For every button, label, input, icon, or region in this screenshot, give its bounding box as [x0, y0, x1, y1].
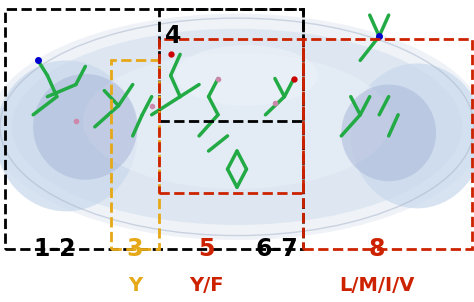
Text: 4: 4: [165, 24, 181, 48]
Ellipse shape: [351, 63, 474, 208]
Bar: [111, 60, 159, 249]
Bar: [5, 9, 303, 249]
Ellipse shape: [0, 60, 137, 211]
Ellipse shape: [83, 53, 391, 189]
Ellipse shape: [341, 85, 436, 181]
Bar: [159, 39, 303, 193]
Text: 5: 5: [198, 237, 214, 261]
Text: 8: 8: [369, 237, 385, 261]
Ellipse shape: [0, 14, 474, 240]
Text: L/M/I/V: L/M/I/V: [339, 276, 415, 295]
Ellipse shape: [33, 74, 137, 180]
Text: Y/F: Y/F: [189, 276, 223, 295]
Text: 1-2: 1-2: [33, 237, 76, 261]
Ellipse shape: [175, 45, 318, 106]
Ellipse shape: [12, 29, 462, 225]
Text: 3: 3: [127, 237, 143, 261]
Text: Y: Y: [128, 276, 142, 295]
Bar: [159, 9, 303, 121]
Text: 6-7: 6-7: [256, 237, 299, 261]
Bar: [303, 39, 472, 249]
